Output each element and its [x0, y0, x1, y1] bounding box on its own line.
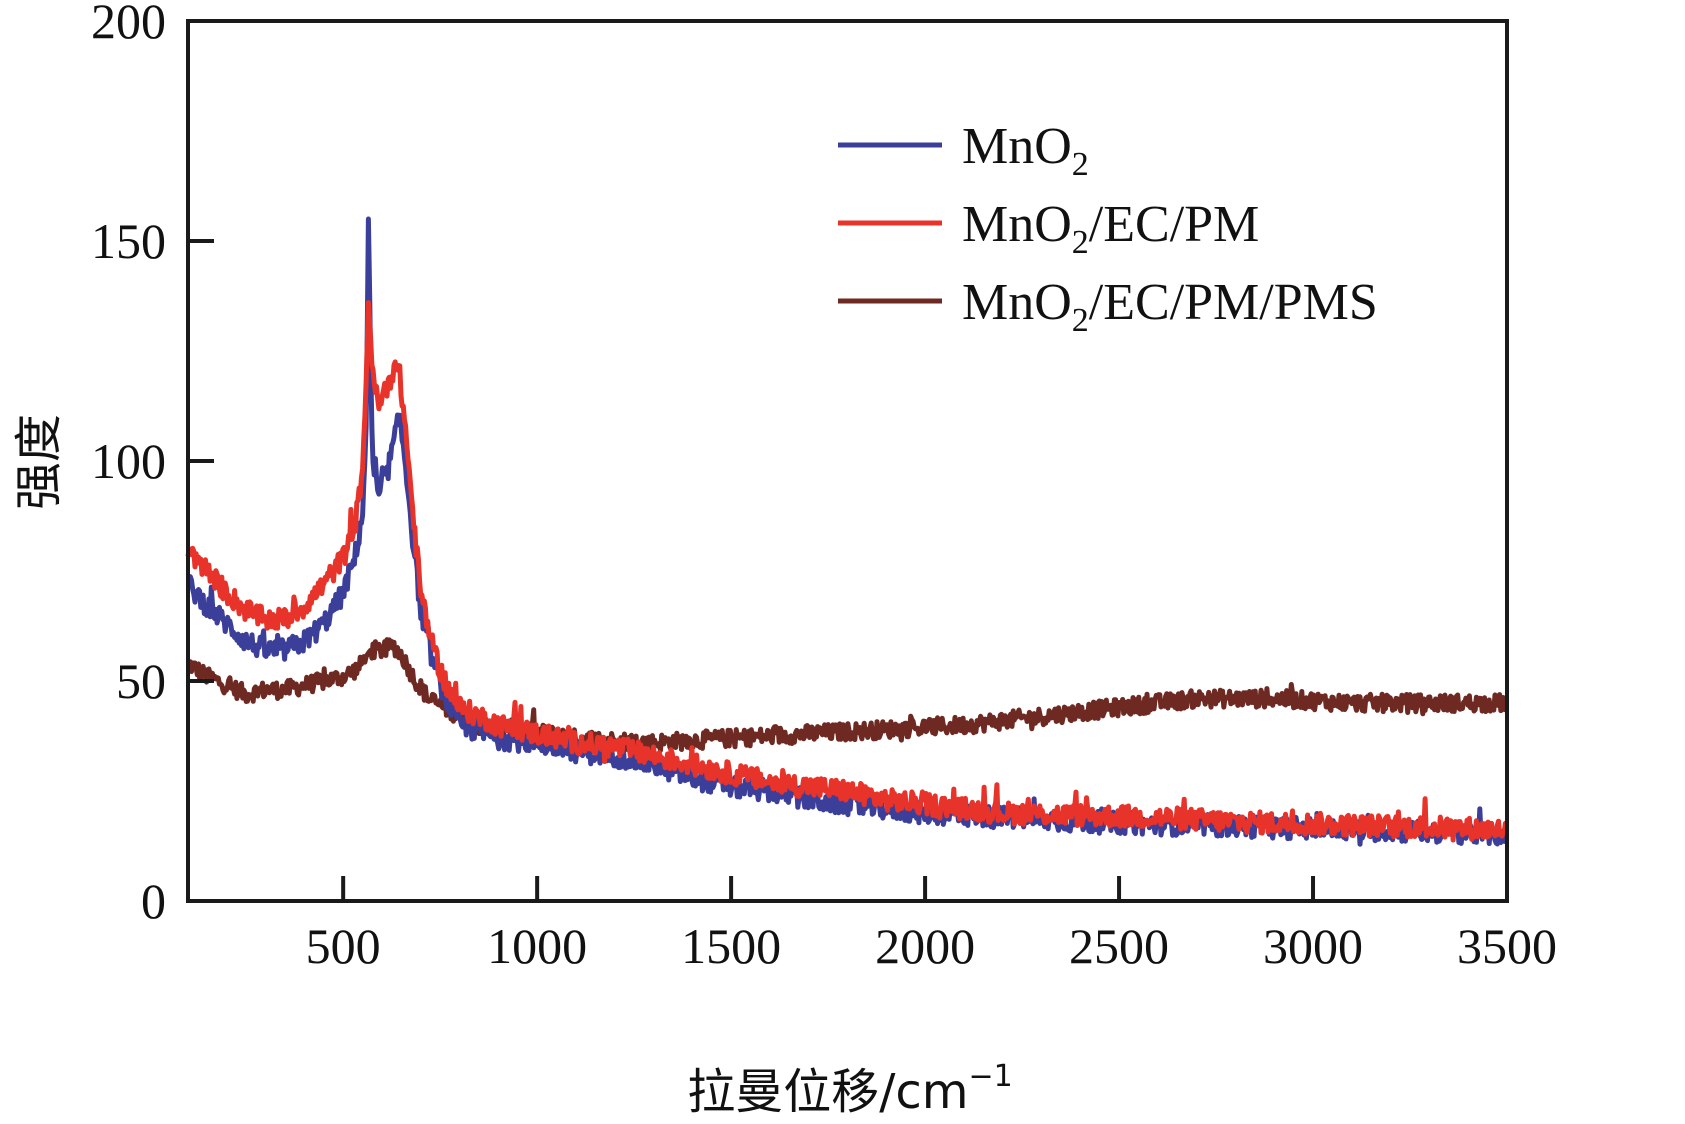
x-tick-label: 3000	[1263, 918, 1363, 974]
series-layer	[185, 216, 1510, 847]
series-line-mno2-ec-pm-pms	[186, 637, 1510, 756]
y-tick-label: 0	[141, 873, 166, 929]
y-tick-label: 150	[91, 213, 166, 269]
x-tick-label: 1500	[681, 918, 781, 974]
legend-label-subscript: 2	[1072, 224, 1089, 261]
legend-label-suffix: /EC/PM	[1089, 196, 1260, 253]
legend-label-subscript: 2	[1072, 302, 1089, 339]
y-tick-label: 50	[116, 653, 166, 709]
legend-label-main: MnO	[962, 274, 1072, 331]
x-axis-title-text: 拉曼位移/cm	[687, 1064, 968, 1120]
x-axis-title-superscript: −1	[969, 1059, 1013, 1094]
y-tick-label: 100	[91, 433, 166, 489]
legend-label: MnO2/EC/PM/PMS	[962, 274, 1378, 339]
x-tick-label: 500	[306, 918, 381, 974]
x-tick-label: 1000	[487, 918, 587, 974]
y-axis: 0 50 100 150 200	[91, 0, 214, 929]
x-axis: 500 1000 1500 2000 2500 3000 3500	[306, 876, 1557, 974]
legend-label-subscript: 2	[1072, 146, 1089, 183]
y-axis-title: 强度	[11, 414, 67, 510]
x-tick-label: 2000	[875, 918, 975, 974]
legend-label-main: MnO	[962, 196, 1072, 253]
legend-label: MnO2/EC/PM	[962, 196, 1259, 261]
legend-label-main: MnO	[962, 118, 1072, 175]
legend-label-suffix: /EC/PM/PMS	[1089, 274, 1378, 331]
y-tick-label: 200	[91, 0, 166, 49]
legend-label: MnO2	[962, 118, 1089, 183]
x-axis-title: 拉曼位移/cm−1	[687, 1059, 1013, 1120]
plot-frame	[186, 19, 1509, 903]
x-tick-label: 3500	[1457, 918, 1557, 974]
x-tick-label: 2500	[1069, 918, 1169, 974]
series-line-mno2-ec-pm	[185, 300, 1510, 843]
